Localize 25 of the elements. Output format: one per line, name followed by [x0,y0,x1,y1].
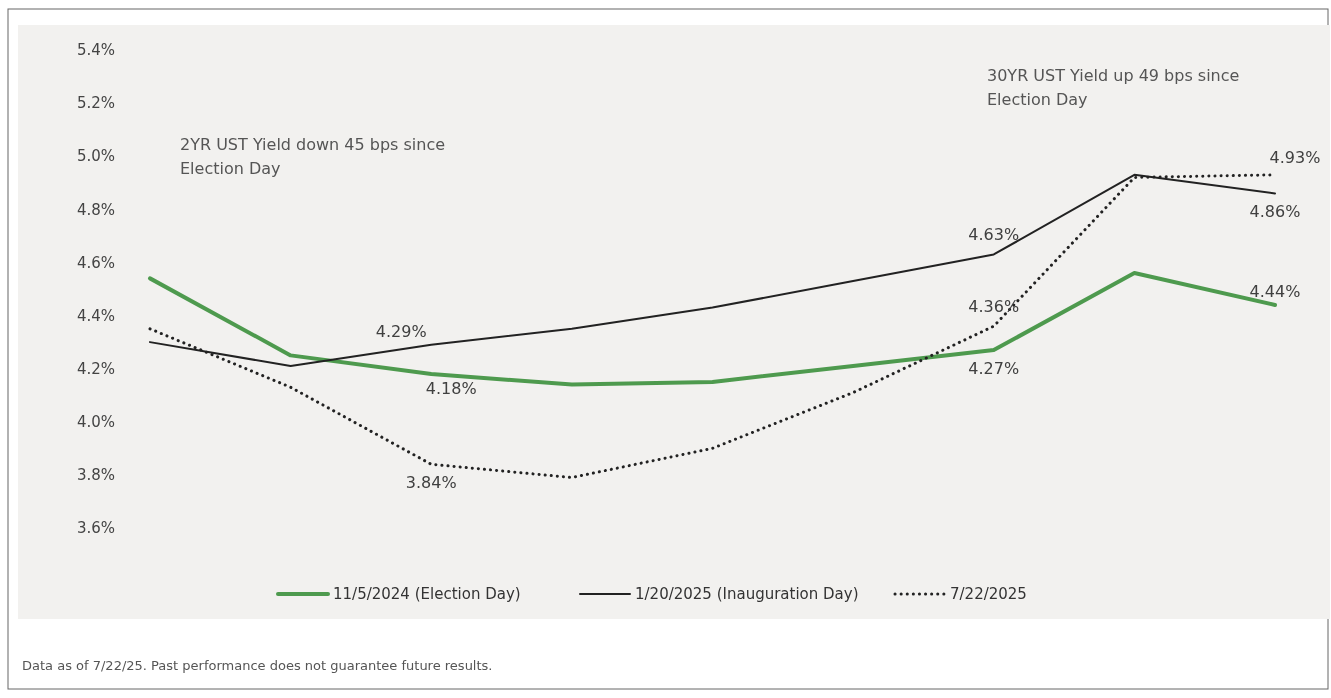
y-tick-label: 4.2% [76,359,115,378]
data-label: 4.86% [1249,202,1301,222]
legend-label: 11/5/2024 (Election Day) [333,585,521,604]
y-tick-label: 5.4% [76,41,115,60]
data-label: 4.29% [375,321,427,341]
data-label: 4.63% [968,225,1020,245]
data-label: 4.27% [968,359,1020,379]
y-tick-label: 3.6% [76,519,115,538]
text: Data as of 7/22/25. Past performance does not guarantee future results. [22,658,493,673]
annotation: 2YR UST Yield down 45 bps since Election Day [180,135,446,178]
y-tick-label: 4.4% [76,306,115,325]
data-label: 4.36% [968,297,1020,317]
legend-label: 1/20/2025 (Inauguration Day) [635,585,859,604]
data-label: 3.84% [405,473,457,493]
y-tick-label: 5.0% [76,147,115,166]
y-tick-label: 4.6% [76,253,115,272]
y-tick-label: 3.8% [76,466,115,485]
legend-label: 7/22/2025 [950,585,1027,604]
data-label: 4.93% [1269,147,1321,167]
y-tick-label: 5.2% [76,94,115,113]
data-label: 4.44% [1249,281,1301,301]
data-label: 4.18% [425,378,477,398]
y-tick-label: 4.0% [76,413,115,432]
annotation: 30YR UST Yield up 49 bps since Election Day [987,66,1240,109]
y-tick-label: 4.8% [76,200,115,219]
